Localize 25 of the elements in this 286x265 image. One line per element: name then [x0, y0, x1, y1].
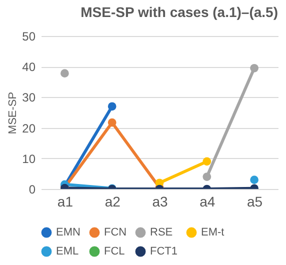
x-tick-label: a3	[152, 194, 168, 210]
legend-label: EM-t	[201, 226, 224, 239]
y-tick-label: 30	[22, 90, 36, 105]
legend-label: FCT1	[150, 246, 178, 258]
x-tick-label: a1	[57, 194, 74, 210]
x-tick-label: a5	[247, 194, 263, 210]
x-tick-label: a2	[104, 194, 121, 210]
point	[202, 157, 212, 166]
point	[250, 64, 258, 72]
y-tick-label: 50	[22, 30, 36, 44]
legend-label: EMN	[56, 226, 80, 239]
legend-label: RSE	[150, 226, 173, 239]
point	[60, 69, 69, 78]
y-tick-label: 0	[28, 182, 36, 196]
y-tick-label: 20	[22, 121, 36, 136]
y-tick-label: 40	[22, 60, 36, 74]
point	[108, 118, 116, 127]
y-tick-label: 10	[22, 152, 36, 166]
x-tick-label: a4	[200, 194, 216, 210]
chart-title: MSE-SP with cases (a.1)–(a.5)	[80, 4, 278, 20]
legend-label: FCL	[104, 246, 125, 258]
legend-label: FCN	[104, 226, 127, 239]
y-axis-title: MSE-SP	[7, 92, 20, 134]
point	[108, 102, 116, 111]
legend-label: EML	[56, 246, 79, 258]
